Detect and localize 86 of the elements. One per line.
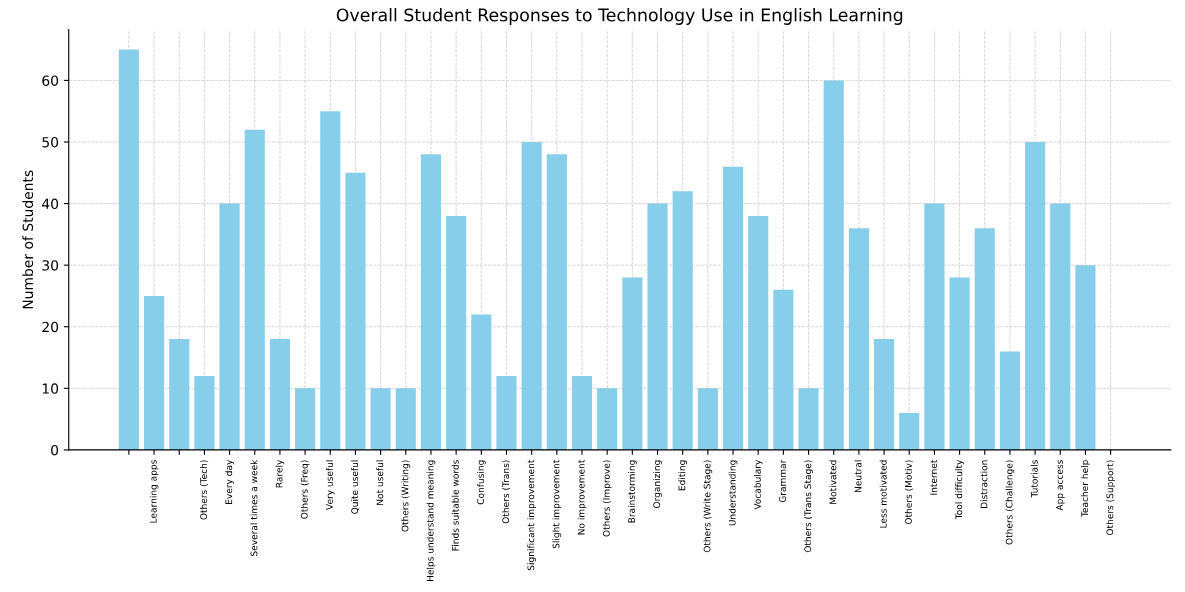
x-tick-label: Teacher help xyxy=(1081,460,1090,518)
bar xyxy=(1050,203,1071,450)
bar xyxy=(169,339,190,450)
x-tick-label: Distraction xyxy=(980,460,988,508)
bar xyxy=(1075,265,1096,450)
x-tick-label: Organizing xyxy=(653,460,662,508)
bar xyxy=(949,277,970,450)
bar xyxy=(823,80,844,450)
bar xyxy=(748,215,769,450)
bar xyxy=(672,191,693,450)
bar xyxy=(999,351,1020,450)
bar xyxy=(521,141,542,450)
bar xyxy=(320,111,341,450)
bar xyxy=(899,412,920,450)
bar xyxy=(471,314,492,450)
bar xyxy=(597,388,618,450)
x-tick-label: Learning apps xyxy=(149,460,159,523)
bar xyxy=(269,339,290,450)
x-tick-label: Others (Challenge) xyxy=(1005,460,1015,545)
x-tick-label: Neutral xyxy=(854,460,862,493)
y-tick-label: 20 xyxy=(42,321,59,333)
x-tick-label: Every day xyxy=(225,459,234,504)
x-tick-label: No improvement xyxy=(577,459,587,535)
bar xyxy=(370,388,391,450)
bar xyxy=(773,289,794,450)
y-axis-title: Number of Students xyxy=(22,170,34,309)
x-tick-label: Confusing xyxy=(476,460,486,505)
x-tick-label: Slight improvement xyxy=(552,459,562,549)
x-tick-label: Very useful xyxy=(325,460,335,510)
bar xyxy=(420,154,442,450)
x-tick-label: Grammar xyxy=(779,459,786,503)
x-tick-label: Quite useful xyxy=(351,460,360,514)
bar xyxy=(496,376,517,450)
x-tick-label: Vocabulary xyxy=(753,459,763,510)
bar xyxy=(571,376,593,450)
x-tick-label: Significant improvement xyxy=(527,459,537,571)
bar xyxy=(697,388,718,450)
x-tick-label: App access xyxy=(1056,460,1065,511)
y-tick-label: 40 xyxy=(42,198,59,210)
bar xyxy=(446,215,467,450)
x-tick-label: Understanding xyxy=(728,460,738,526)
bar xyxy=(295,388,316,450)
x-tick-label: Editing xyxy=(678,460,688,491)
x-tick-label: Helps understand meaning xyxy=(426,460,436,582)
x-tick-label: Others (Trans) xyxy=(502,460,511,524)
bar xyxy=(974,228,995,450)
bar xyxy=(144,295,165,450)
bar xyxy=(722,166,744,450)
bar xyxy=(546,154,567,450)
x-tick-label: Motivated xyxy=(829,460,837,504)
bar xyxy=(622,277,643,450)
x-tick-label: Finds suitable words xyxy=(451,460,459,551)
x-tick-label: Rarely xyxy=(275,459,285,488)
x-tick-label: Brainstorming xyxy=(627,460,637,523)
bar xyxy=(924,203,945,450)
y-tick-label: 0 xyxy=(51,444,59,456)
x-tick-label: Others (Trans Stage) xyxy=(804,460,813,553)
x-tick-label: Several times a week xyxy=(250,459,258,556)
x-tick-label: Not useful xyxy=(376,460,384,505)
x-tick-label: Others (Improve) xyxy=(602,460,612,537)
x-tick-label: Others (Freq) xyxy=(300,460,310,519)
bar xyxy=(1025,141,1046,450)
x-tick-label: Others (Writing) xyxy=(401,460,411,532)
y-tick-label: 30 xyxy=(42,260,59,271)
x-tick-label: Tutorials xyxy=(1030,460,1038,498)
chart-title: Overall Student Responses to Technology Use in English Learning xyxy=(336,8,903,25)
bar xyxy=(798,388,819,450)
bar xyxy=(874,339,895,450)
bar xyxy=(345,172,366,450)
x-tick-label: Internet xyxy=(930,459,938,495)
y-tick-label: 60 xyxy=(42,75,59,86)
bar xyxy=(194,376,215,450)
x-tick-label: Others (Write Stage) xyxy=(703,460,713,553)
x-tick-label: Others (Tech) xyxy=(200,460,209,520)
bar xyxy=(647,203,668,450)
x-tick-label: Tool difficulty xyxy=(955,459,964,520)
bar xyxy=(848,228,869,450)
y-tick-label: 10 xyxy=(42,383,59,394)
bar xyxy=(244,129,265,450)
x-tick-label: Less motivated xyxy=(879,460,887,528)
bar xyxy=(395,388,416,450)
bar xyxy=(219,203,240,450)
x-tick-label: Others (Support) xyxy=(1106,460,1115,536)
y-tick-label: 50 xyxy=(42,136,59,148)
bar xyxy=(118,49,139,450)
x-tick-label: Others (Motiv) xyxy=(904,460,913,525)
